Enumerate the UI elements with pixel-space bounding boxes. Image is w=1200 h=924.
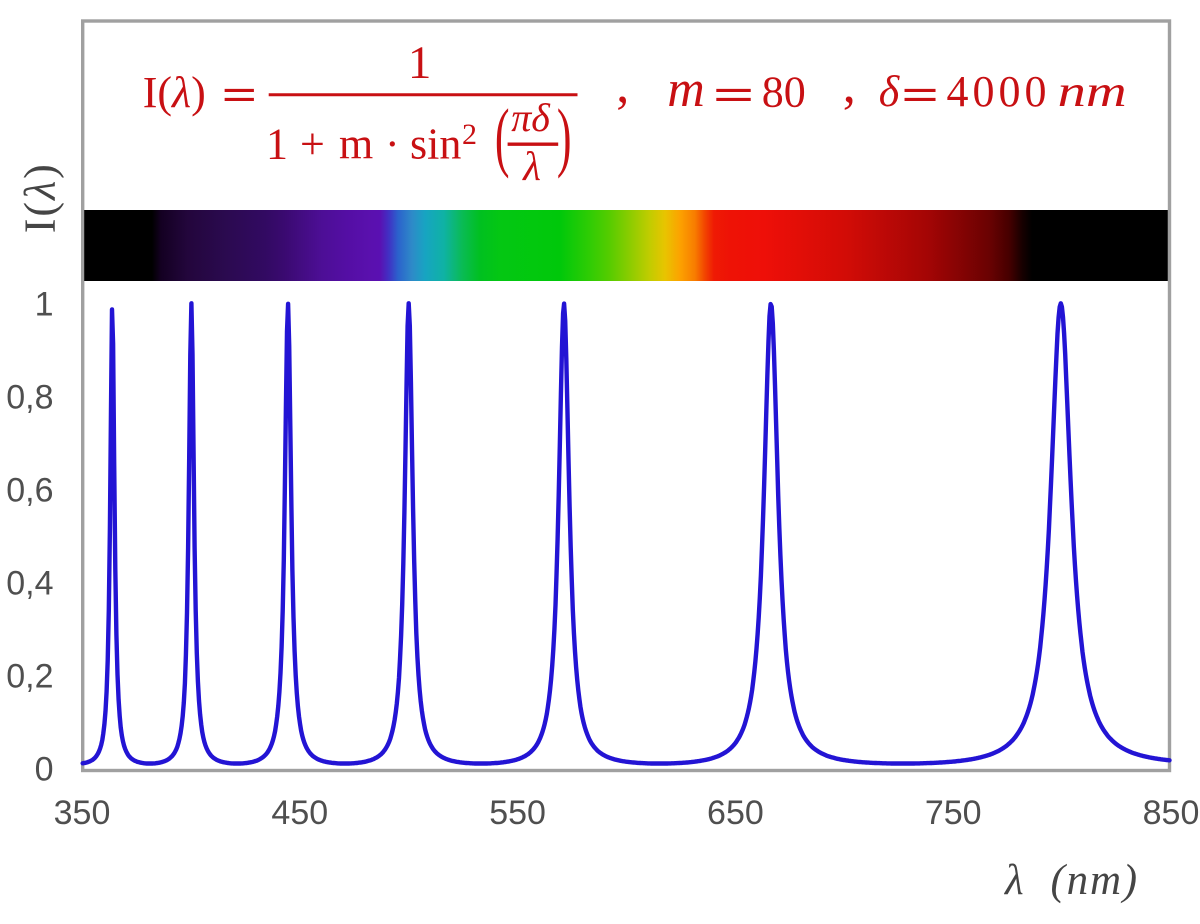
svg-text:λ (nm): λ (nm) bbox=[1003, 857, 1139, 904]
svg-text:I(λ): I(λ) bbox=[143, 68, 206, 117]
svg-text:+: + bbox=[300, 120, 325, 169]
svg-text:I(λ): I(λ) bbox=[16, 162, 65, 233]
svg-text:=: = bbox=[902, 71, 938, 120]
svg-text:λ: λ bbox=[522, 143, 541, 189]
svg-text:m: m bbox=[667, 61, 705, 118]
svg-text:0,4: 0,4 bbox=[6, 565, 53, 603]
svg-text:m: m bbox=[339, 120, 373, 169]
svg-text:): ) bbox=[557, 93, 572, 179]
svg-text:πδ: πδ bbox=[511, 95, 551, 140]
svg-text:1: 1 bbox=[266, 120, 288, 169]
svg-text:350: 350 bbox=[54, 794, 111, 832]
svg-text:0,6: 0,6 bbox=[6, 472, 53, 510]
svg-text:sin: sin bbox=[410, 120, 461, 169]
svg-text:(: ( bbox=[495, 93, 510, 179]
svg-text:1: 1 bbox=[408, 37, 432, 89]
svg-text:·: · bbox=[385, 120, 400, 169]
svg-text:0,8: 0,8 bbox=[6, 379, 53, 417]
svg-text:1: 1 bbox=[35, 286, 54, 324]
svg-text:,: , bbox=[843, 57, 856, 114]
svg-text:δ: δ bbox=[879, 67, 901, 116]
svg-text:550: 550 bbox=[489, 794, 546, 832]
svg-text:,: , bbox=[616, 57, 629, 114]
svg-text:850: 850 bbox=[1143, 794, 1200, 832]
svg-text:0: 0 bbox=[35, 750, 54, 788]
svg-text:2: 2 bbox=[462, 118, 477, 151]
svg-text:nm: nm bbox=[1058, 67, 1127, 116]
svg-text:=: = bbox=[714, 71, 754, 120]
svg-text:450: 450 bbox=[271, 794, 328, 832]
svg-text:750: 750 bbox=[925, 794, 982, 832]
svg-text:0,2: 0,2 bbox=[6, 657, 53, 695]
svg-text:80: 80 bbox=[762, 68, 806, 117]
svg-text:=: = bbox=[222, 71, 256, 120]
svg-text:650: 650 bbox=[707, 794, 764, 832]
